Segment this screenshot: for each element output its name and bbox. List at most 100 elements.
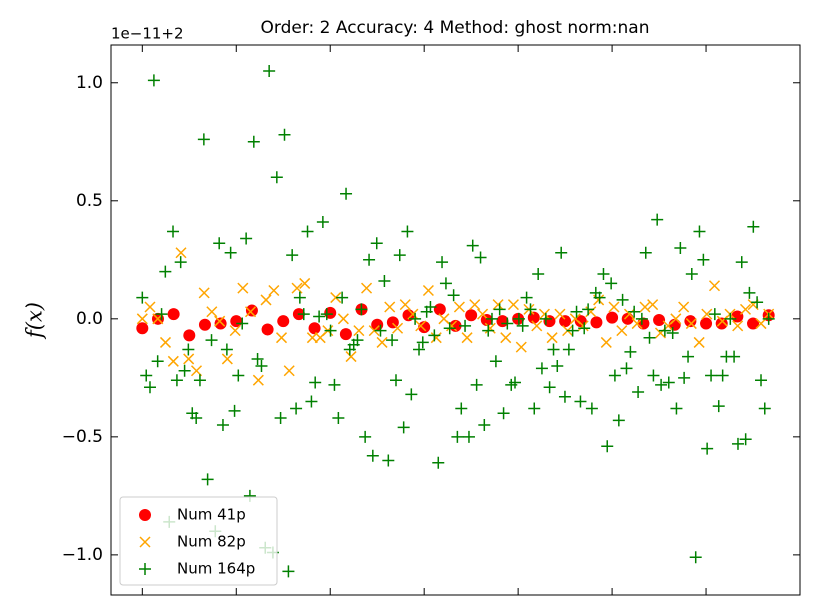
- point: [291, 282, 303, 294]
- point: [328, 378, 341, 391]
- point: [639, 246, 652, 259]
- legend-box: [119, 496, 278, 586]
- y-tick-label: 0.0: [76, 309, 103, 329]
- point: [466, 239, 479, 252]
- y-tick-label: 0.5: [76, 191, 103, 211]
- point: [693, 336, 705, 348]
- point: [747, 317, 760, 330]
- point: [708, 280, 721, 292]
- point: [378, 275, 391, 288]
- point: [751, 296, 764, 309]
- point: [260, 294, 272, 306]
- point: [578, 322, 591, 335]
- point: [330, 292, 342, 304]
- point: [455, 402, 468, 415]
- point: [739, 303, 752, 315]
- point: [590, 316, 603, 329]
- point: [324, 324, 337, 337]
- point: [155, 308, 168, 321]
- point: [520, 291, 533, 304]
- point: [500, 332, 512, 344]
- point: [136, 313, 148, 325]
- point: [465, 309, 478, 322]
- point: [428, 329, 441, 342]
- point: [666, 326, 679, 339]
- point: [685, 318, 697, 330]
- point: [515, 341, 527, 353]
- point: [612, 414, 625, 427]
- point: [478, 419, 491, 432]
- point: [324, 306, 337, 319]
- legend: Num 41p Num 82p Num 164p: [119, 496, 278, 586]
- point: [482, 324, 495, 337]
- point: [232, 369, 245, 382]
- point: [170, 374, 183, 387]
- point: [198, 318, 211, 331]
- point: [389, 374, 402, 387]
- point: [308, 322, 321, 335]
- point: [743, 286, 756, 299]
- point: [332, 411, 345, 424]
- point: [178, 364, 191, 377]
- point: [143, 381, 156, 394]
- point: [624, 345, 637, 358]
- point: [469, 299, 481, 311]
- point: [715, 317, 728, 330]
- point: [705, 369, 718, 382]
- point: [551, 360, 564, 373]
- point: [562, 343, 575, 356]
- point: [628, 305, 641, 318]
- point: [582, 303, 595, 316]
- point: [600, 336, 612, 348]
- point: [422, 284, 434, 297]
- point: [701, 442, 714, 455]
- point: [739, 433, 752, 446]
- point: [374, 324, 387, 337]
- point: [678, 371, 691, 384]
- point: [501, 317, 514, 330]
- point: [337, 313, 349, 325]
- point: [353, 325, 365, 337]
- point: [453, 301, 465, 313]
- point: [268, 284, 280, 297]
- point: [439, 277, 452, 290]
- point: [651, 213, 664, 226]
- legend-label: Num 164p: [177, 560, 255, 578]
- point: [554, 308, 566, 320]
- point: [240, 232, 253, 245]
- point: [401, 225, 414, 238]
- legend-marker: [139, 509, 151, 521]
- point: [424, 301, 437, 314]
- point: [716, 369, 729, 382]
- point: [339, 328, 352, 341]
- series: [136, 64, 775, 578]
- point: [512, 312, 525, 325]
- point: [415, 320, 427, 332]
- point: [597, 267, 610, 280]
- point: [214, 317, 227, 330]
- legend-marker: [139, 536, 151, 548]
- point: [309, 376, 322, 389]
- point: [282, 565, 295, 578]
- point: [283, 365, 295, 377]
- point: [701, 308, 713, 320]
- point: [497, 407, 510, 420]
- point: [433, 303, 446, 316]
- point: [566, 324, 579, 337]
- point: [174, 256, 187, 269]
- point: [480, 314, 493, 326]
- point: [662, 376, 675, 389]
- point: [601, 440, 614, 453]
- point: [230, 315, 243, 328]
- point: [175, 247, 187, 259]
- point: [532, 267, 545, 280]
- point: [299, 277, 311, 289]
- point: [524, 303, 537, 316]
- point: [182, 343, 195, 356]
- point: [255, 360, 268, 373]
- point: [700, 317, 713, 330]
- point: [376, 336, 388, 348]
- point: [313, 310, 326, 323]
- legend-label: Num 82p: [177, 533, 246, 551]
